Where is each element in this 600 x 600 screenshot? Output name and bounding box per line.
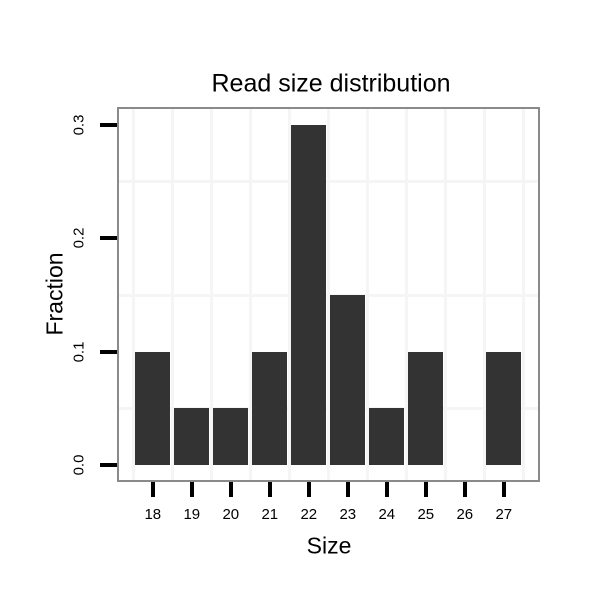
x-axis-tick (306, 482, 311, 497)
y-axis-label: Fraction (41, 252, 68, 336)
y-axis-tick (100, 123, 117, 127)
x-axis-tick (189, 482, 194, 497)
x-tick-label: 23 (339, 506, 357, 523)
x-tick-label: 27 (495, 506, 513, 523)
x-axis-tick (501, 482, 506, 497)
y-tick-label: 0.1 (70, 341, 88, 363)
y-axis-tick (100, 463, 117, 467)
x-axis-tick (462, 482, 467, 497)
x-tick-label: 18 (144, 506, 162, 523)
plot-panel (117, 107, 540, 482)
bar-size-20 (213, 408, 249, 465)
x-axis-tick (267, 482, 272, 497)
x-tick-label: 21 (261, 506, 279, 523)
y-tick-label: 0.2 (70, 227, 88, 249)
bar-size-22 (291, 125, 327, 465)
bar-size-27 (486, 351, 522, 465)
x-axis-tick (345, 482, 350, 497)
y-axis-tick (100, 236, 117, 241)
x-tick-label: 19 (183, 506, 201, 523)
horizontal-gridline (119, 293, 538, 297)
bar-size-24 (369, 408, 405, 465)
y-tick-label: 0.0 (70, 454, 88, 476)
x-axis-tick (384, 482, 389, 497)
bar-size-19 (174, 408, 210, 465)
y-axis-tick (100, 349, 117, 354)
bar-size-18 (135, 351, 171, 465)
x-tick-label: 22 (300, 506, 318, 523)
bar-size-25 (408, 351, 444, 465)
y-tick-label: 0.3 (70, 114, 88, 136)
horizontal-gridline (119, 406, 538, 410)
x-tick-label: 20 (222, 506, 240, 523)
bar-size-21 (252, 351, 288, 465)
horizontal-gridline (119, 180, 538, 184)
x-tick-label: 26 (456, 506, 474, 523)
x-tick-label: 25 (417, 506, 435, 523)
x-axis-tick (423, 482, 428, 497)
x-axis-label: Size (306, 532, 352, 559)
x-tick-label: 24 (378, 506, 396, 523)
x-axis-tick (150, 482, 155, 497)
chart-title: Read size distribution (211, 69, 451, 98)
bar-size-23 (330, 295, 366, 465)
x-axis-tick (228, 482, 233, 497)
